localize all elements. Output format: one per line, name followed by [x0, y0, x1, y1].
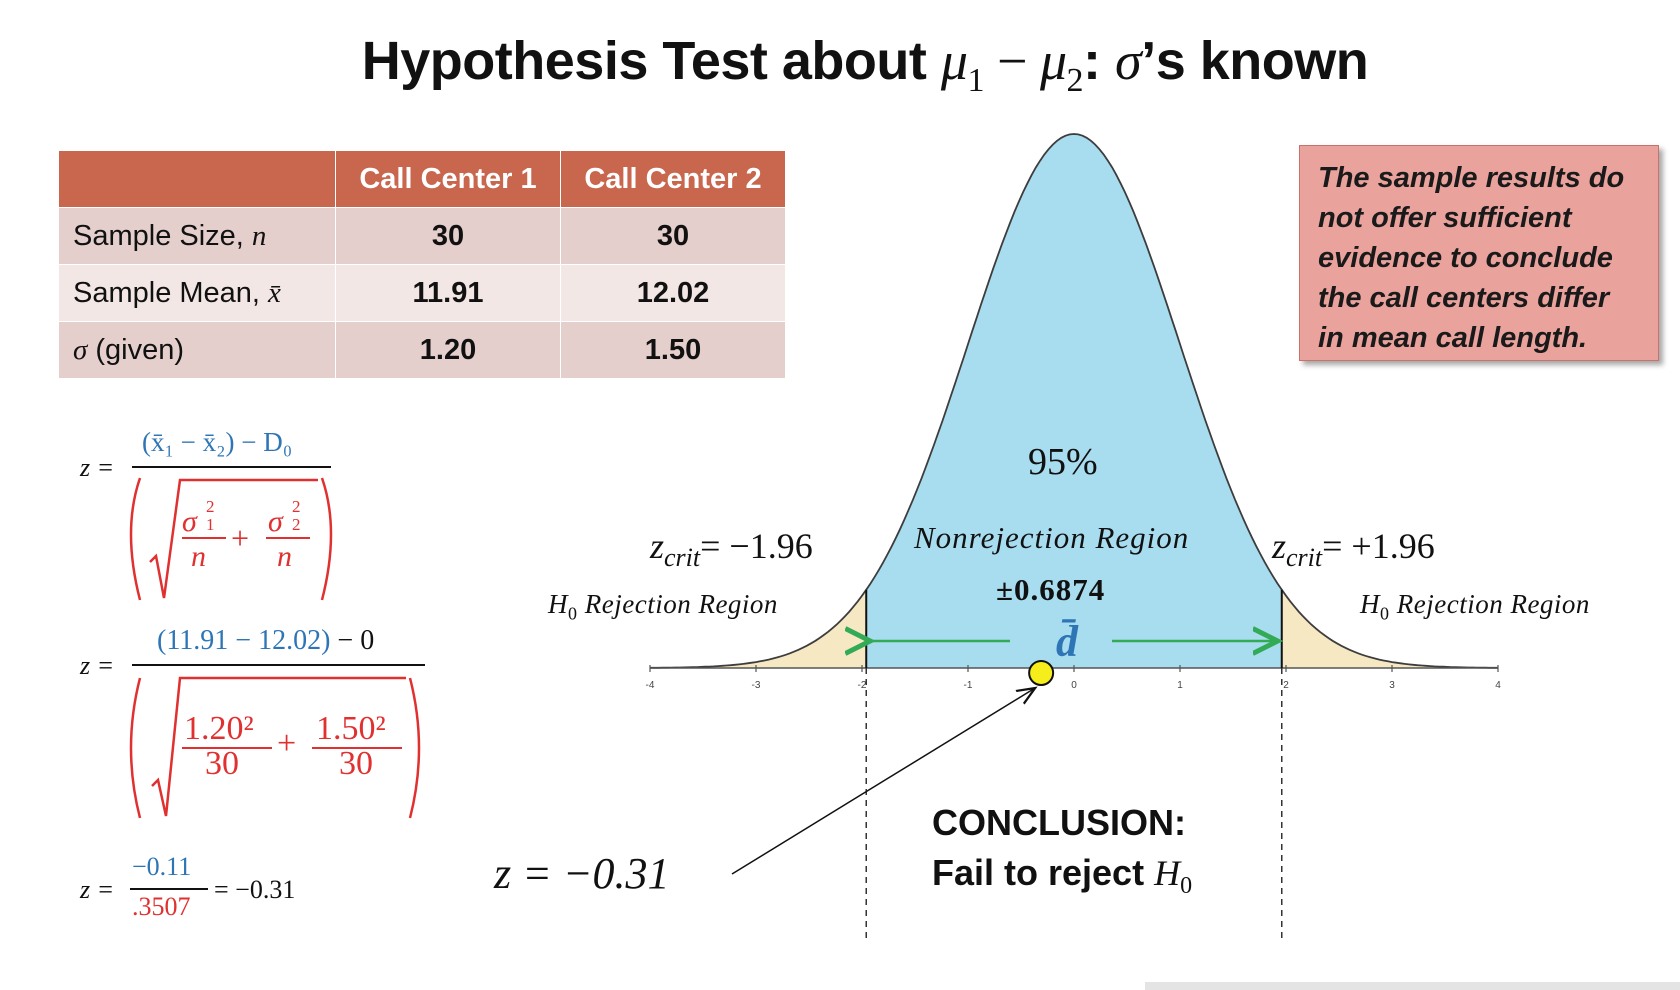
formula1-radical — [129, 477, 333, 601]
table-cell: 11.91 — [335, 264, 561, 322]
footer-strip — [1145, 982, 1680, 990]
table-cell: 1.20 — [335, 321, 561, 379]
table-header-blank — [58, 150, 336, 208]
title-minus: − — [983, 31, 1040, 91]
formula2-radical — [129, 676, 421, 819]
x-axis-tick-label: -2 — [858, 680, 867, 691]
formula2-b: 1.50² — [316, 710, 386, 747]
formula3-result: = −0.31 — [214, 875, 296, 904]
zcrit-left-label: zcrit= −1.96 — [650, 526, 813, 573]
formula3-lhs: z = — [80, 875, 115, 904]
title-text: Hypothesis Test about — [361, 31, 941, 91]
table-cell: 30 — [560, 207, 786, 265]
formula2-lhs: z = — [80, 651, 115, 680]
nonrejection-label: Nonrejection Region — [914, 520, 1190, 555]
nonrejection-area — [866, 134, 1282, 668]
formula1-lhs: z = — [80, 453, 115, 482]
sample-data-table: Call Center 1 Call Center 2 Sample Size,… — [58, 150, 786, 379]
zcrit-right-label: zcrit= +1.96 — [1272, 526, 1435, 573]
rejection-tail-right — [1281, 589, 1498, 668]
formula1-n2: n — [277, 540, 292, 573]
page-title: Hypothesis Test about μ1 − μ2: σ’s known — [0, 30, 1680, 100]
formula2-a: 1.20² — [184, 710, 254, 747]
title-suffix: ’s known — [1141, 31, 1369, 91]
formula2-n1: 30 — [205, 745, 239, 782]
formula1-numerator: (x̄₁ − x̄₂) − D₀ — [142, 427, 293, 457]
row-label-sigma: σ (given) — [58, 321, 336, 379]
x-axis-tick-label: 2 — [1283, 680, 1289, 691]
row-label-sample-size: Sample Size, n — [58, 207, 336, 265]
formula1-sigma1: σ — [182, 505, 197, 538]
formula2-fraction-bar — [132, 664, 425, 666]
table-row: Sample Size, n 30 30 — [58, 207, 786, 265]
x-axis-tick-label: 1 — [1177, 680, 1183, 691]
rejection-tail-left — [650, 589, 867, 668]
table-cell: 1.50 — [560, 321, 786, 379]
z-statistic-dot — [1028, 660, 1055, 686]
table-header-call-center-2: Call Center 2 — [560, 150, 786, 208]
formula1-plus: + — [231, 520, 250, 556]
x-axis-tick-label: 4 — [1495, 680, 1501, 691]
title-colon: : — [1083, 31, 1116, 91]
dbar-label: d̄ — [1056, 617, 1078, 666]
formula1-n1: n — [191, 540, 206, 573]
formula2-numerator: (11.91 − 12.02) − 0 — [157, 625, 375, 656]
formula1-fraction-bar — [132, 466, 331, 468]
title-sigma: σ — [1115, 31, 1142, 91]
rejection-label-right: H0 Rejection Region — [1360, 589, 1590, 624]
title-mu1: μ1 — [940, 31, 985, 99]
formula3-fraction-bar — [130, 888, 208, 890]
curve-outline — [650, 133, 1498, 669]
x-axis-tick-label: 0 — [1071, 680, 1077, 691]
table-header-row: Call Center 1 Call Center 2 — [58, 150, 786, 208]
conclusion-text: Fail to reject H0 — [932, 852, 1193, 900]
title-mu2: μ2 — [1039, 31, 1084, 99]
table-cell: 30 — [335, 207, 561, 265]
formula2-n2: 30 — [339, 745, 373, 782]
table-cell: 12.02 — [560, 264, 786, 322]
conclusion-callout: The sample results do not offer sufficie… — [1299, 145, 1659, 361]
x-axis-ticks: -4 -3 -2 -1 0 1 2 3 4 — [646, 665, 1501, 691]
x-axis-tick-label: -3 — [752, 680, 761, 691]
rejection-label-left: H0 Rejection Region — [548, 589, 778, 624]
callout-text: The sample results do not offer sufficie… — [1318, 162, 1625, 354]
z-pointer-arrow — [731, 688, 1035, 875]
formula2-plus: + — [277, 725, 297, 762]
table-row: Sample Mean, x̄ 11.91 12.02 — [58, 264, 786, 322]
formula3-numerator: −0.11 — [132, 852, 192, 881]
table-row: σ (given) 1.20 1.50 — [58, 321, 786, 379]
margin-label: ±0.6874 — [996, 572, 1106, 607]
z-value-label: z = −0.31 — [494, 849, 670, 898]
x-axis-tick-label: -1 — [964, 680, 973, 691]
percent-label: 95% — [1028, 441, 1098, 483]
table-header-call-center-1: Call Center 1 — [335, 150, 561, 208]
x-axis-tick-label: -4 — [646, 680, 655, 691]
formula1-sigma2: σ — [268, 505, 283, 538]
formula3-denominator: .3507 — [132, 892, 191, 921]
x-axis-tick-label: 3 — [1389, 680, 1395, 691]
conclusion-title: CONCLUSION: — [932, 802, 1186, 843]
